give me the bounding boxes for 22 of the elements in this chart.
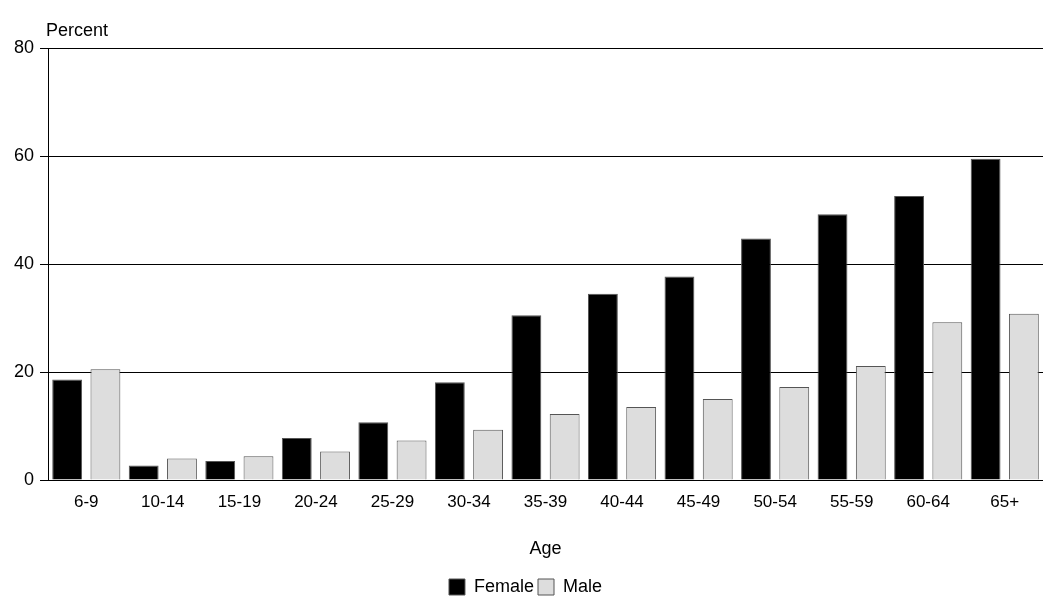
x-tick-label: 50-54 [753, 491, 797, 511]
x-tick-label: 30-34 [447, 491, 491, 511]
x-tick-label: 45-49 [676, 491, 721, 511]
x-tick-label: 35-39 [523, 491, 568, 511]
legend-label: Female [473, 575, 535, 596]
y-tick-label: 0 [24, 468, 35, 489]
x-tick-label: 20-24 [294, 491, 338, 511]
y-tick-label: 80 [13, 36, 35, 57]
x-axis-title: Age [529, 538, 562, 559]
x-tick-label: 40-44 [600, 491, 644, 511]
x-tick-label: 10-14 [141, 491, 185, 511]
x-tick-label: 25-29 [370, 491, 415, 511]
y-tick-label: 60 [13, 144, 35, 165]
x-tick-label: 55-59 [829, 491, 874, 511]
y-tick-label: 40 [13, 252, 35, 273]
x-tick-label: 60-64 [906, 491, 950, 511]
legend-label: Male [563, 575, 603, 596]
x-tick-label: 6-9 [74, 491, 99, 511]
x-tick-label: 15-19 [217, 491, 262, 511]
y-axis-title: Percent [46, 19, 109, 40]
x-tick-label: 65+ [990, 491, 1020, 511]
y-tick-label: 20 [13, 360, 35, 381]
